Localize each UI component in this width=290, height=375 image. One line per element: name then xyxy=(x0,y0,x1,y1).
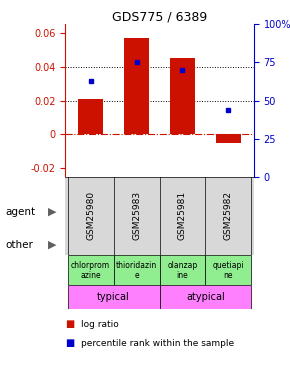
Text: GSM25982: GSM25982 xyxy=(224,191,233,240)
Text: ▶: ▶ xyxy=(48,207,56,217)
Text: ■: ■ xyxy=(65,338,75,348)
Text: other: other xyxy=(6,240,34,250)
Bar xyxy=(124,38,149,134)
Text: thioridazin
e: thioridazin e xyxy=(116,261,157,280)
Bar xyxy=(68,255,113,285)
Text: GSM25981: GSM25981 xyxy=(178,191,187,240)
Text: log ratio: log ratio xyxy=(81,320,119,329)
Text: ■: ■ xyxy=(65,320,75,329)
Text: ▶: ▶ xyxy=(48,240,56,250)
Text: GSM25983: GSM25983 xyxy=(132,191,141,240)
Bar xyxy=(160,255,206,285)
Bar xyxy=(160,285,251,309)
Text: percentile rank within the sample: percentile rank within the sample xyxy=(81,339,234,348)
Bar xyxy=(216,134,241,143)
Text: olanzap
ine: olanzap ine xyxy=(167,261,197,280)
Text: atypical: atypical xyxy=(186,292,225,302)
Bar xyxy=(68,285,160,309)
Bar xyxy=(113,255,160,285)
Text: agent: agent xyxy=(6,207,36,217)
Title: GDS775 / 6389: GDS775 / 6389 xyxy=(112,10,207,23)
Bar xyxy=(206,255,251,285)
Text: GSM25980: GSM25980 xyxy=(86,191,95,240)
Text: typical: typical xyxy=(97,292,130,302)
Text: quetiapi
ne: quetiapi ne xyxy=(213,261,244,280)
Bar xyxy=(170,58,195,134)
Text: chlorprom
azine: chlorprom azine xyxy=(71,261,110,280)
Bar xyxy=(78,99,103,134)
